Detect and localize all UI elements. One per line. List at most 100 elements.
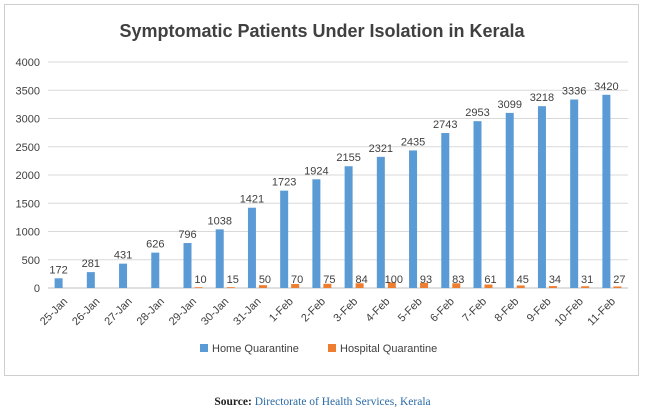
data-label-home: 1038 [207,215,231,227]
data-label-hospital: 84 [355,274,367,286]
data-label-home: 3420 [594,81,618,93]
bar-hospital-quarantine [258,285,267,288]
bar-hospital-quarantine [452,283,461,288]
bar-home-quarantine [505,112,514,289]
x-tick-label: 31-Jan [231,296,263,328]
data-label-home: 2743 [433,119,457,131]
bar-home-quarantine [344,166,353,288]
x-tick-label: 6-Feb [428,296,457,325]
data-label-hospital: 61 [484,274,496,286]
data-label-home: 172 [49,264,67,276]
bar-home-quarantine [183,243,192,288]
data-label-home: 1924 [304,165,328,177]
x-tick-label: 8-Feb [493,296,522,325]
bar-hospital-quarantine [420,282,429,288]
y-tick-label: 500 [22,255,40,267]
y-tick-label: 4000 [16,57,40,69]
data-label-hospital: 75 [323,274,335,286]
bar-hospital-quarantine [387,282,396,288]
x-axis: 25-Jan 26-Jan 27-Jan 28-Jan 29-Jan 30-Jan 31-J… [38,296,618,329]
y-tick-label: 1500 [16,198,40,210]
data-label-hospital: 45 [517,274,529,286]
x-tick-label: 7-Feb [460,296,489,325]
data-label-hospital: 50 [259,274,271,286]
x-tick-label: 9-Feb [525,296,554,325]
y-axis: 0 500 1000 1500 2000 2500 3000 3500 4000 [16,57,40,295]
bar-home-quarantine [537,106,546,288]
data-label-home: 3336 [562,86,586,98]
x-tick-label: 29-Jan [167,296,199,328]
bar-hospital-quarantine [355,283,364,288]
bar-home-quarantine [280,190,289,288]
bar-home-quarantine [151,252,160,288]
x-tick-label: 11-Feb [585,296,618,329]
bar-home-quarantine [54,278,63,288]
x-tick-label: 10-Feb [553,296,586,329]
legend-swatch [328,344,336,352]
bar-home-quarantine [602,94,611,289]
bar-hospital-quarantine [516,285,525,288]
bars [54,94,622,289]
y-tick-label: 2500 [16,142,40,154]
data-label-hospital: 93 [420,274,432,286]
data-label-hospital: 15 [227,274,239,286]
x-tick-label: 5-Feb [396,296,425,325]
data-label-hospital: 27 [613,274,625,286]
bar-hospital-quarantine [194,287,203,288]
legend: Home Quarantine Hospital Quarantine [200,343,437,355]
bar-home-quarantine [86,272,95,288]
y-tick-label: 3000 [16,114,40,126]
legend-swatch [200,344,208,352]
bar-home-quarantine [473,121,482,288]
data-label-home: 2953 [465,107,489,119]
data-label-home: 2155 [336,152,360,164]
x-tick-label: 2-Feb [299,296,328,325]
bar-hospital-quarantine [226,287,235,288]
x-tick-label: 27-Jan [102,296,134,328]
data-label-hospital: 100 [385,274,403,286]
data-label-home: 281 [82,258,100,270]
chart-frame [4,4,639,376]
data-labels: 172 281 431 626 796 10 1038 15 1421 50 1723 70 1924 7… [49,81,625,286]
data-label-hospital: 10 [194,274,206,286]
source-caption: Source: Directorate of Health Services, … [0,396,645,408]
source-link[interactable]: Directorate of Health Services, Kerala [254,396,431,408]
x-tick-label: 28-Jan [135,296,167,328]
y-tick-label: 3500 [16,85,40,97]
bar-home-quarantine [570,99,579,289]
data-label-hospital: 83 [452,274,464,286]
data-label-home: 431 [114,250,132,262]
data-label-hospital: 70 [291,274,303,286]
bar-home-quarantine [119,263,128,288]
legend-label: Home Quarantine [212,343,299,355]
bar-home-quarantine [441,133,450,288]
data-label-home: 1723 [272,177,296,189]
bar-home-quarantine [247,207,256,288]
x-tick-label: 26-Jan [70,296,102,328]
x-tick-label: 3-Feb [331,296,360,325]
bar-hospital-quarantine [581,286,590,288]
bar-home-quarantine [376,156,385,288]
data-label-home: 3218 [530,92,554,104]
bar-hospital-quarantine [484,284,493,288]
data-label-home: 1421 [240,194,264,206]
data-label-hospital: 34 [549,274,561,286]
bar-home-quarantine [409,150,418,288]
bar-hospital-quarantine [548,286,557,288]
x-tick-label: 1-Feb [267,296,296,325]
bar-home-quarantine [312,179,321,288]
x-tick-label: 30-Jan [199,296,231,328]
gridlines [48,61,628,289]
bar-hospital-quarantine [291,284,300,288]
bar-home-quarantine [215,229,224,288]
legend-label: Hospital Quarantine [340,343,437,355]
data-label-hospital: 31 [581,274,593,286]
chart-canvas: Symptomatic Patients Under Isolation in … [16,21,628,355]
y-tick-label: 2000 [16,170,40,182]
bar-hospital-quarantine [323,283,332,288]
bar-hospital-quarantine [613,286,622,288]
y-tick-label: 0 [34,283,40,295]
x-tick-label: 4-Feb [364,296,393,325]
x-tick-label: 25-Jan [38,296,70,328]
data-label-home: 3099 [497,99,521,111]
